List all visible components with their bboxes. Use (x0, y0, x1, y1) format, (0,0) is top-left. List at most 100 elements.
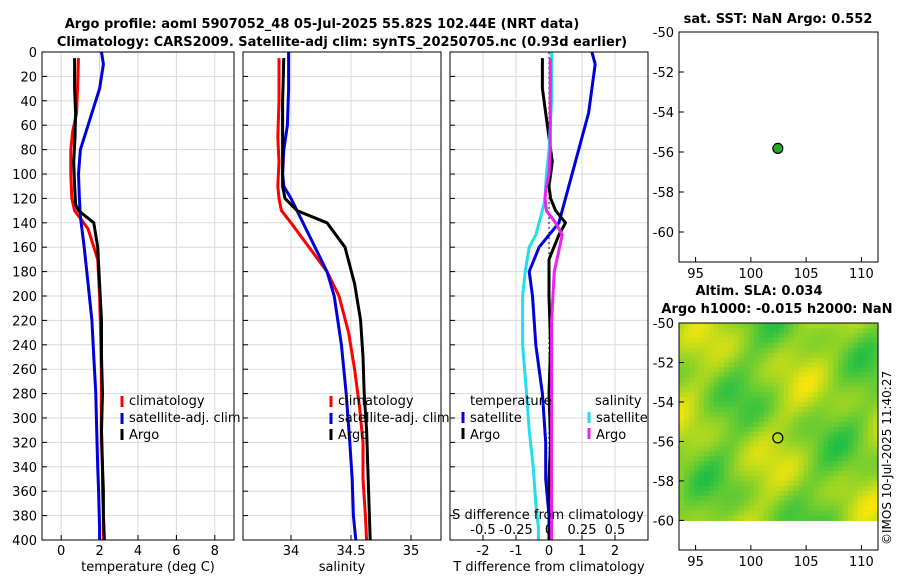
sla-heatmap-cell (858, 510, 864, 517)
sla-heatmap-cell (858, 347, 864, 354)
sla-heatmap-cell (748, 392, 755, 398)
sla-heatmap-cell (783, 352, 790, 359)
sla-heatmap-cell (723, 342, 730, 349)
sla-heatmap-cell (848, 387, 854, 393)
sla-heatmap-cell (873, 367, 879, 373)
sla-heatmap-cell (818, 352, 824, 359)
sla-heatmap-cell (748, 485, 755, 492)
sla-heatmap-cell (813, 392, 819, 398)
sla-heatmap-cell (723, 436, 730, 443)
sla-heatmap-cell (753, 372, 760, 378)
sla-heatmap-cell (718, 431, 725, 438)
sla-heatmap-cell (728, 446, 735, 452)
sla-heatmap-cell (853, 416, 859, 423)
sla-heatmap-cell (853, 347, 859, 354)
sla-heatmap-cell (853, 357, 859, 364)
sla-heatmap-cell (683, 323, 690, 329)
sla-heatmap-cell (863, 485, 869, 492)
sla-heatmap-cell (708, 392, 715, 398)
sla-heatmap-cell (823, 372, 829, 378)
sla-heatmap-cell (828, 392, 834, 398)
sla-heatmap-cell (733, 397, 740, 403)
sla-heatmap-cell (763, 475, 770, 482)
depth-tick-label: 80 (20, 144, 37, 159)
sla-heatmap-cell (808, 367, 814, 373)
sla-heatmap-cell (698, 406, 705, 413)
sla-heatmap-cell (853, 485, 859, 492)
sla-heatmap-cell (693, 411, 700, 418)
sla-heatmap-cell (788, 510, 795, 517)
sla-heatmap-cell (753, 332, 760, 339)
sla-map-markers (772, 432, 784, 444)
sla-heatmap-cell (853, 397, 859, 403)
sla-heatmap-cell (698, 480, 705, 487)
sla-heatmap-cell (838, 337, 844, 344)
sla-heatmap-cell (863, 347, 869, 354)
sla-heatmap-cell (848, 382, 854, 388)
sla-heatmap-cell (843, 357, 849, 364)
sla-heatmap-cell (858, 337, 864, 344)
sla-heatmap-cell (813, 485, 819, 492)
sla-heatmap-cell (803, 510, 809, 517)
sla-heatmap-cell (718, 461, 725, 467)
sla-heatmap-cell (858, 377, 864, 383)
sla-heatmap-cell (863, 352, 869, 359)
sla-heatmap-cell (698, 485, 705, 492)
sla-heatmap-cell (703, 471, 710, 477)
sla-heatmap-cell (798, 372, 804, 378)
sla-heatmap-cell (808, 377, 814, 383)
sla-heatmap-cell (818, 337, 824, 344)
sla-heatmap-cell (828, 347, 834, 354)
sla-heatmap-cell (838, 426, 844, 433)
sla-heatmap-cell (753, 323, 760, 329)
sla-heatmap-cell (733, 382, 740, 388)
sla-heatmap-cell (733, 352, 740, 359)
sla-heatmap-cell (808, 352, 814, 359)
sla-heatmap-cell (813, 515, 819, 521)
sla-heatmap-cell (778, 327, 785, 334)
sla-heatmap-cell (768, 392, 775, 398)
sla-heatmap-cell (828, 357, 834, 364)
sla-heatmap-cell (703, 441, 710, 447)
sla-heatmap-cell (743, 347, 750, 354)
depth-tick-label: 320 (12, 436, 37, 451)
sla-heatmap-cell (783, 397, 790, 403)
sla-heatmap-cell (718, 495, 725, 502)
sla-heatmap-cell (718, 332, 725, 339)
sla-heatmap-cell (793, 480, 799, 487)
sla-heatmap-cell (818, 466, 824, 472)
sla-heatmap-cell (778, 505, 785, 512)
sla-heatmap-cell (803, 436, 809, 443)
sla-heatmap-cell (763, 357, 770, 364)
temperature-legend: climatology satellite-adj. clim Argo (120, 394, 241, 443)
sla-heatmap-cell (743, 367, 750, 373)
sla-heatmap-cell (763, 327, 770, 334)
sla-heatmap-cell (733, 337, 740, 344)
sla-heatmap-cell (833, 397, 839, 403)
sla-heatmap-cell (853, 387, 859, 393)
sla-heatmap-cell (743, 323, 750, 329)
sla-heatmap-cell (773, 471, 780, 477)
sla-heatmap-cell (833, 352, 839, 359)
sla-heatmap-cell (873, 347, 879, 354)
sla-heatmap-cell (713, 500, 720, 507)
sla-heatmap-cell (828, 426, 834, 433)
sla-heatmap-cell (733, 505, 740, 512)
sla-heatmap-cell (873, 495, 879, 502)
sla-heatmap-cell (868, 372, 874, 378)
sla-heatmap-cell (679, 397, 685, 403)
sla-heatmap-cell (848, 416, 854, 423)
sla-heatmap-cell (728, 401, 735, 408)
sla-heatmap-cell (679, 357, 685, 364)
sla-heatmap-cell (778, 401, 785, 408)
legend-satellite-label: satellite-adj. clim (338, 411, 450, 426)
sla-heatmap-cell (848, 406, 854, 413)
sla-heatmap-cell (723, 392, 730, 398)
sla-heatmap-cell (713, 495, 720, 502)
sla-heatmap-cell (873, 327, 879, 334)
sla-heatmap-cell (863, 505, 869, 512)
sla-heatmap-cell (813, 441, 819, 447)
sla-heatmap-cell (683, 411, 690, 418)
sla-heatmap-cell (768, 485, 775, 492)
sla-heatmap-cell (873, 436, 879, 443)
